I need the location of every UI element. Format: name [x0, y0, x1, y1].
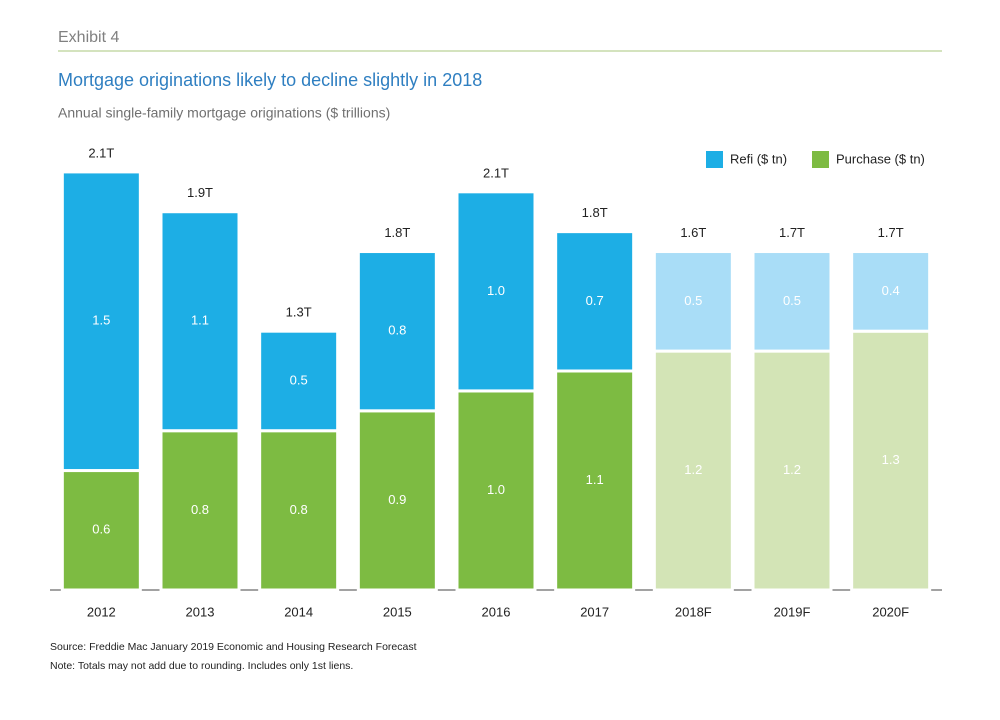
value-label: 1.0	[487, 482, 505, 497]
value-label: 0.8	[290, 502, 308, 517]
value-label: 1.0	[487, 283, 505, 298]
value-label: 0.6	[92, 522, 110, 537]
total-label: 2.1T	[88, 145, 114, 160]
bar-segment	[356, 250, 438, 413]
exhibit-label: Exhibit 4	[58, 29, 119, 46]
bar-segment	[258, 329, 340, 433]
value-label: 0.5	[684, 293, 702, 308]
legend-swatch	[706, 151, 723, 168]
value-label: 0.4	[882, 283, 900, 298]
legend-label: Purchase ($ tn)	[836, 151, 925, 166]
bar-segment	[356, 409, 438, 592]
bar-segment	[455, 389, 537, 592]
value-label: 0.5	[290, 372, 308, 387]
value-label: 1.1	[586, 472, 604, 487]
bar-segment	[751, 250, 833, 353]
bar-segment	[850, 329, 932, 592]
chart-subtitle: Annual single-family mortgage originatio…	[58, 105, 390, 121]
x-tick-label: 2016	[482, 604, 511, 619]
value-label: 1.2	[684, 462, 702, 477]
value-label: 1.3	[882, 452, 900, 467]
value-label: 0.5	[783, 293, 801, 308]
total-label: 1.3T	[286, 305, 312, 320]
value-label: 1.2	[783, 462, 801, 477]
value-label: 0.8	[388, 323, 406, 338]
total-label: 2.1T	[483, 165, 509, 180]
value-label: 0.7	[586, 293, 604, 308]
x-tick-label: 2020F	[872, 604, 909, 619]
footnote: Note: Totals may not add due to rounding…	[50, 660, 353, 672]
legend-swatch	[812, 151, 829, 168]
total-label: 1.7T	[878, 225, 904, 240]
x-tick-label: 2018F	[675, 604, 712, 619]
value-label: 0.8	[191, 502, 209, 517]
value-label: 0.9	[388, 492, 406, 507]
bar-segment	[652, 349, 734, 592]
bar-segment	[60, 170, 142, 473]
total-label: 1.9T	[187, 185, 213, 200]
x-tick-label: 2013	[186, 604, 215, 619]
bar-segment	[159, 429, 241, 592]
x-tick-label: 2017	[580, 604, 609, 619]
total-label: 1.6T	[680, 225, 706, 240]
total-label: 1.7T	[779, 225, 805, 240]
bar-segment	[60, 469, 142, 592]
value-label: 1.1	[191, 313, 209, 328]
x-tick-label: 2012	[87, 604, 116, 619]
chart-title: Mortgage originations likely to decline …	[58, 70, 482, 90]
total-label: 1.8T	[582, 205, 608, 220]
x-tick-label: 2015	[383, 604, 412, 619]
x-tick-label: 2019F	[774, 604, 811, 619]
x-tick-label: 2014	[284, 604, 313, 619]
source-note: Source: Freddie Mac January 2019 Economi…	[50, 641, 417, 653]
value-label: 1.5	[92, 313, 110, 328]
bar-segment	[751, 349, 833, 592]
bar-segment	[850, 250, 932, 333]
bar-segment	[554, 230, 636, 373]
bar-segment	[652, 250, 734, 353]
bar-segment	[554, 369, 636, 592]
bar-segment	[159, 210, 241, 433]
bar-segment	[455, 190, 537, 393]
total-label: 1.8T	[384, 225, 410, 240]
legend-label: Refi ($ tn)	[730, 151, 787, 166]
